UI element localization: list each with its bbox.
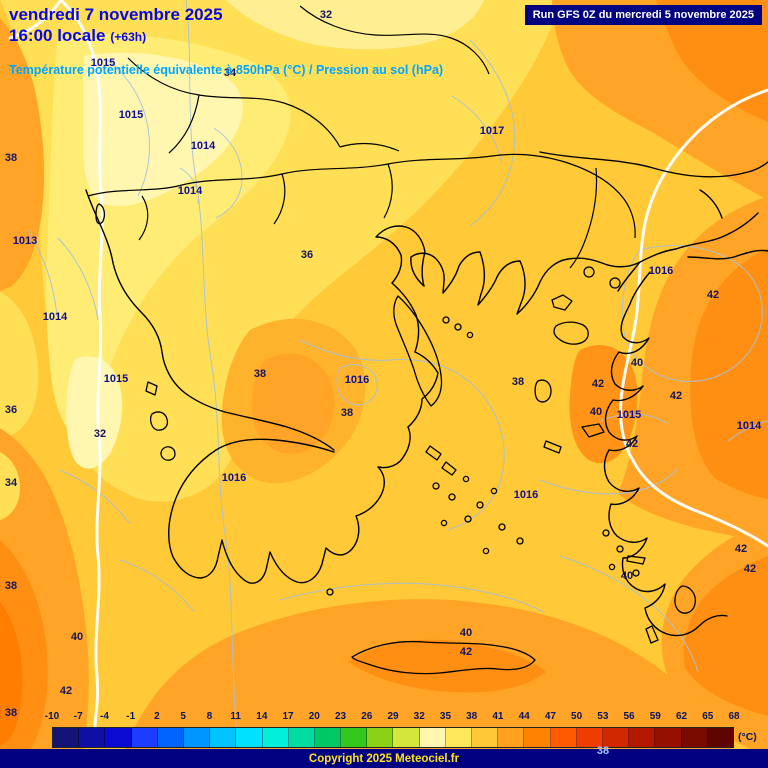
forecast-time-row: 16:00 locale (+63h)	[9, 25, 443, 46]
scale-tick: -1	[126, 711, 136, 722]
scale-color-cell	[524, 728, 551, 747]
scale-tick: 26	[361, 711, 373, 722]
scale-tick: 53	[597, 711, 609, 722]
copyright-bar: Copyright 2025 Meteociel.fr	[0, 749, 768, 768]
copyright-text: Copyright 2025 Meteociel.fr	[308, 752, 460, 765]
map-header: vendredi 7 novembre 2025 16:00 locale (+6…	[9, 4, 443, 77]
scale-tick: -4	[100, 711, 109, 722]
scale-color-cell	[183, 728, 211, 747]
scale-tick: 56	[623, 711, 635, 722]
scale-unit-label: (°C)	[738, 731, 757, 743]
scale-tick: 32	[413, 711, 425, 722]
scale-color-cell	[288, 728, 315, 747]
scale-color-cell	[236, 728, 263, 747]
scale-tick: 20	[308, 711, 320, 722]
scale-color-cell	[367, 728, 394, 747]
border-lines	[87, 5, 636, 269]
scale-tick: 35	[439, 711, 452, 722]
scale-tick: 50	[571, 711, 583, 722]
scale-color-cell	[105, 728, 132, 747]
scale-tick: 59	[649, 711, 661, 722]
forecast-offset: (+63h)	[110, 30, 147, 45]
scale-tick: 29	[387, 711, 399, 722]
scale-tick: -10	[44, 711, 60, 722]
scale-color-cell	[157, 728, 184, 747]
scale-tick: 23	[334, 711, 347, 722]
scale-color-cell	[419, 728, 446, 747]
color-scale-ticks: -10 -7 -4 -1 2 5 8 11 14 17 20 23 26 29 32 35 38 41 44 47 50…	[0, 711, 768, 727]
scale-tick: 14	[256, 711, 268, 722]
scale-tick: 62	[675, 711, 688, 722]
scale-tick: 47	[544, 711, 556, 722]
scale-color-cell	[445, 728, 472, 747]
coastline-paths	[85, 151, 768, 637]
scale-tick: 2	[154, 711, 160, 722]
scale-tick: 41	[492, 711, 504, 722]
forecast-time: 16:00 locale	[9, 26, 106, 46]
scale-tick: 65	[702, 711, 714, 722]
scale-tick: 8	[206, 711, 213, 722]
scale-color-cell	[53, 728, 80, 747]
scale-color-cell	[393, 728, 420, 747]
scale-tick: 11	[230, 711, 241, 722]
color-scale-bar	[52, 727, 734, 748]
scale-color-cell	[629, 728, 656, 747]
scale-color-cell	[210, 728, 237, 747]
scale-color-cell	[341, 728, 368, 747]
scale-tick: 17	[282, 711, 294, 722]
map-parameter-title: Température potentielle équivalente à 85…	[9, 62, 444, 77]
white-isobar-lines	[8, 0, 768, 729]
scale-color-cell	[602, 728, 630, 747]
scale-tick: 5	[180, 711, 186, 722]
scale-color-cell	[707, 728, 733, 747]
scale-color-cell	[262, 728, 289, 747]
scale-tick: -7	[73, 711, 83, 722]
scale-color-cell	[498, 728, 525, 747]
island-outlines	[95, 203, 696, 675]
scale-tick: 38	[466, 711, 478, 722]
run-info-badge: Run GFS 0Z du mercredi 5 novembre 2025	[524, 5, 762, 25]
scale-color-cell	[550, 728, 577, 747]
scale-tick: 68	[728, 711, 740, 722]
scale-color-cell	[472, 728, 499, 747]
scale-color-cell	[79, 728, 106, 747]
forecast-date: vendredi 7 novembre 2025	[9, 5, 223, 24]
scale-color-cell	[681, 728, 708, 747]
scale-color-cell	[131, 728, 158, 747]
scale-tick: 44	[518, 711, 530, 722]
scale-color-cell	[655, 728, 682, 747]
scale-color-cell	[314, 728, 342, 747]
scale-color-cell	[576, 728, 603, 747]
